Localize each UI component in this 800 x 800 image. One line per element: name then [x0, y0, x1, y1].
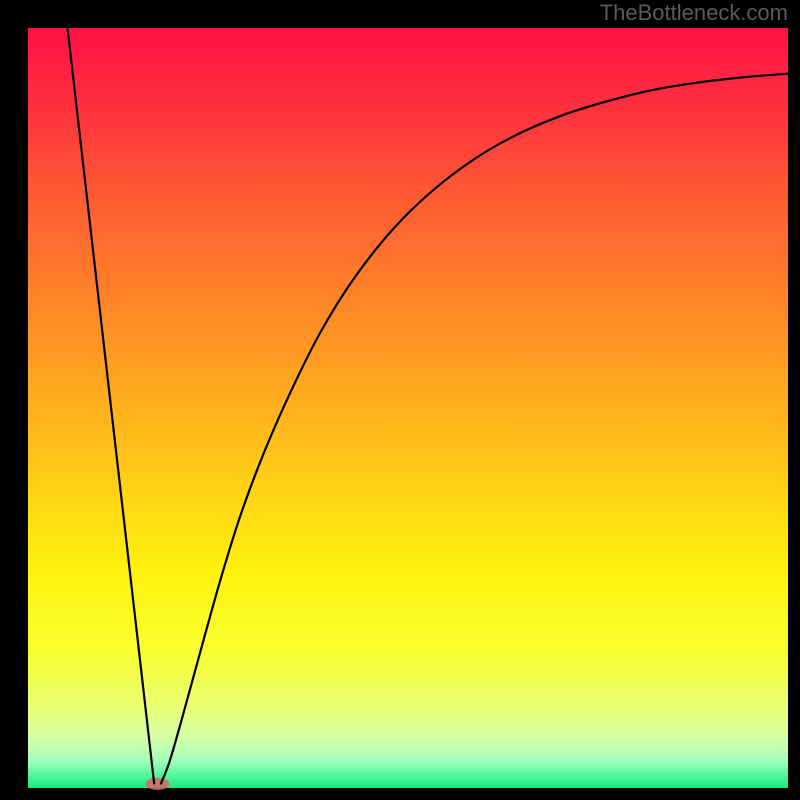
bottleneck-marker [146, 778, 170, 790]
watermark-text: TheBottleneck.com [600, 0, 788, 25]
bottleneck-chart: TheBottleneck.com [0, 0, 800, 800]
chart-svg: TheBottleneck.com [0, 0, 800, 800]
